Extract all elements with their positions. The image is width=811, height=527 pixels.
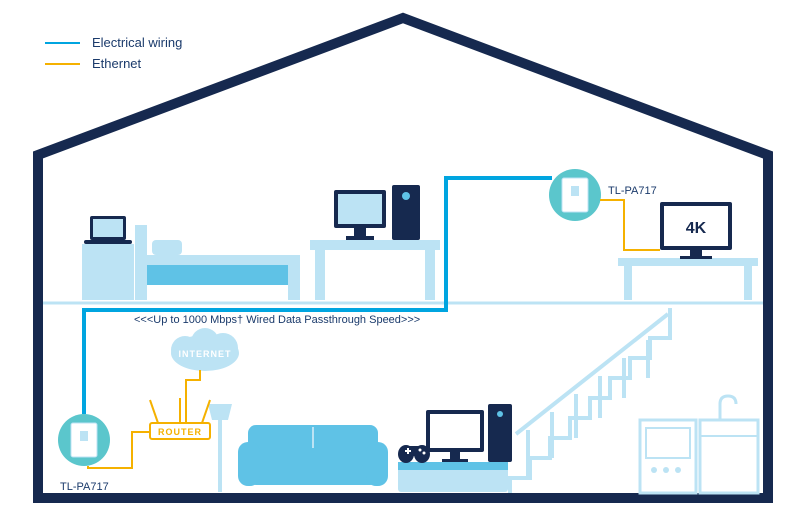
legend-label-ethernet: Ethernet — [92, 56, 141, 71]
adapter-lower-label: TL-PA717 — [60, 481, 109, 493]
ethernet-router-cloud-line — [186, 370, 200, 423]
desk-upper-icon — [310, 185, 440, 300]
adapter-upper-label: TL-PA717 — [608, 185, 657, 197]
laptop-icon — [82, 216, 134, 300]
adapter-upper-icon — [549, 169, 601, 221]
legend-row-electrical: Electrical wiring — [45, 35, 182, 50]
sofa-icon — [208, 404, 388, 492]
speed-text: <<<Up to 1000 Mbps† Wired Data Passthrou… — [134, 314, 420, 326]
ethernet-upper-line — [600, 200, 660, 250]
internet-cloud-icon: INTERNET — [171, 328, 239, 371]
diagram-svg: 4K — [0, 0, 811, 527]
legend-swatch-ethernet — [45, 63, 80, 65]
router-label: ROUTER — [158, 427, 202, 437]
legend-row-ethernet: Ethernet — [45, 56, 182, 71]
kitchen-icon — [640, 396, 758, 493]
tv-4k-label: 4K — [686, 220, 707, 237]
adapter-lower-icon — [58, 414, 110, 466]
internet-label: INTERNET — [179, 349, 232, 359]
legend-swatch-electrical — [45, 42, 80, 44]
legend: Electrical wiring Ethernet — [45, 35, 182, 77]
router-icon: ROUTER — [150, 398, 210, 439]
diagram-canvas: 4K — [0, 0, 811, 527]
stairs-icon — [510, 308, 670, 493]
tv-stand-lower-icon — [398, 404, 512, 492]
bed-icon — [135, 225, 300, 300]
legend-label-electrical: Electrical wiring — [92, 35, 182, 50]
